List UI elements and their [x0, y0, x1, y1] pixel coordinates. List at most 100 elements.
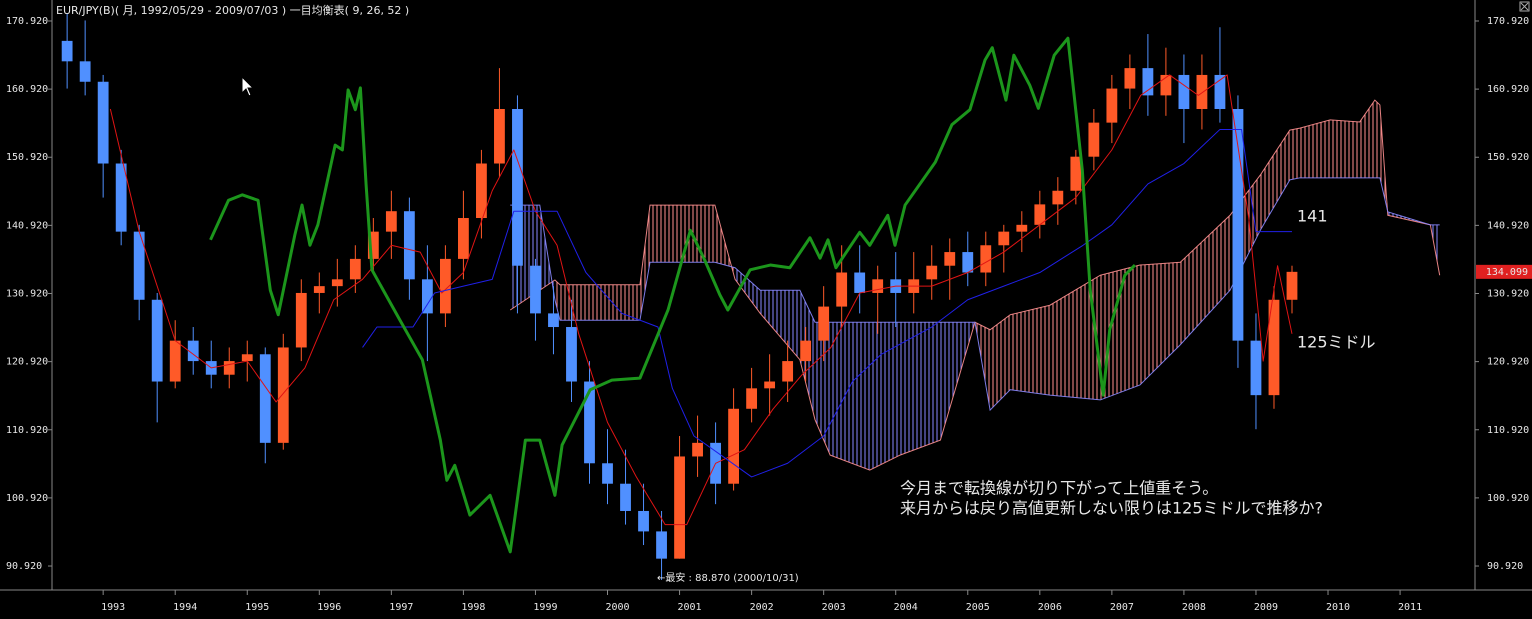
- candle-body: [1016, 224, 1028, 232]
- y-tick-label: 90.920: [6, 561, 42, 572]
- indicator-line: [362, 128, 1292, 478]
- candle-body: [818, 306, 830, 341]
- candle-body: [61, 40, 73, 62]
- candle-body: [169, 340, 181, 382]
- candle-body: [656, 531, 667, 559]
- candle-body: [277, 347, 289, 443]
- candle-body: [349, 258, 361, 280]
- low-note: ←最安 : 88.870 (2000/10/31): [657, 571, 799, 584]
- x-tick-label: 2011: [1398, 602, 1422, 613]
- cloud-segment: [554, 280, 560, 321]
- candle-body: [746, 388, 758, 409]
- price-tag-label: 134.099: [1486, 267, 1528, 278]
- candle-body: [1214, 74, 1226, 110]
- candle-body: [620, 483, 631, 511]
- x-tick-label: 2002: [750, 602, 774, 613]
- price-tag: [1476, 264, 1532, 279]
- cloud-segment: [1100, 265, 1140, 400]
- cloud-segment: [869, 322, 901, 471]
- x-tick-label: 2000: [605, 602, 629, 613]
- candle-body: [313, 286, 325, 293]
- candle-body: [872, 279, 884, 293]
- x-tick-label: 1999: [533, 602, 557, 613]
- candle-body: [115, 163, 127, 232]
- candle-body: [494, 109, 505, 164]
- candle-body: [980, 245, 992, 273]
- x-tick-label: 2009: [1254, 602, 1278, 613]
- candle-body: [403, 211, 415, 280]
- candle-body: [1142, 68, 1154, 96]
- x-tick-label: 1998: [461, 602, 485, 613]
- cloud-edge: [510, 177, 1440, 412]
- candle-body: [1286, 271, 1298, 300]
- cloud-edge: [509, 99, 1441, 471]
- candle-body: [1178, 74, 1190, 110]
- cloud-segment: [760, 290, 800, 360]
- mouse-cursor: [241, 75, 255, 97]
- x-tick-label: 1994: [173, 602, 197, 613]
- comment: 今月まで転換線が切り下がって上値重そう。: [900, 479, 1218, 498]
- x-tick-label: 2004: [894, 602, 918, 613]
- x-tick-label: 2006: [1038, 602, 1062, 613]
- candle-body: [1106, 88, 1118, 123]
- x-tick-label: 2001: [678, 602, 702, 613]
- candle-body: [1232, 109, 1244, 341]
- candle-body: [1034, 204, 1046, 225]
- x-tick-label: 2008: [1182, 602, 1206, 613]
- cloud-segment: [830, 322, 870, 471]
- x-tick-label: 1995: [245, 602, 269, 613]
- cloud-segment: [815, 322, 831, 456]
- candle-body: [421, 279, 433, 314]
- candle-body: [1196, 74, 1208, 110]
- cloud-segment: [1289, 128, 1300, 180]
- candle-body: [800, 340, 812, 362]
- close-box[interactable]: [1519, 1, 1530, 12]
- candle-body: [1124, 68, 1136, 89]
- y-tick-label-right: 100.920: [1487, 493, 1529, 504]
- y-tick-label-right: 130.920: [1487, 289, 1529, 300]
- cloud-segment: [639, 205, 651, 321]
- annotation: 141: [1297, 207, 1328, 226]
- plot-area: [61, 13, 1441, 580]
- candle-body: [638, 510, 649, 532]
- candle-body: [764, 381, 776, 389]
- y-tick-label-right: 110.920: [1487, 425, 1529, 436]
- close-icon[interactable]: [1520, 2, 1529, 11]
- candle-body: [1052, 190, 1064, 205]
- candle-body: [367, 231, 379, 259]
- cloud-segment: [1374, 100, 1380, 178]
- x-tick-label: 2005: [966, 602, 990, 613]
- candle-body: [944, 252, 956, 266]
- cloud-segment: [1260, 130, 1290, 231]
- x-tick-label: 1993: [101, 602, 125, 613]
- cloud-segment: [1180, 215, 1231, 345]
- y-tick-label: 160.920: [6, 84, 48, 95]
- candle-body: [566, 327, 577, 382]
- candle-body: [998, 231, 1010, 246]
- candle-body: [79, 61, 91, 82]
- cloud-segment: [559, 284, 601, 321]
- candle-body: [962, 252, 974, 273]
- y-tick-label-right: 150.920: [1487, 152, 1529, 163]
- y-tick-label: 150.920: [6, 152, 48, 163]
- cloud-segment: [990, 314, 1011, 411]
- candle-body: [458, 218, 469, 259]
- annotation: 125ミドル: [1297, 333, 1376, 352]
- cloud-segment: [600, 284, 640, 321]
- candle-body: [259, 354, 271, 443]
- candle-body: [1088, 122, 1100, 157]
- y-tick-label: 100.920: [6, 493, 48, 504]
- candle-body: [602, 463, 613, 484]
- candle-body: [187, 340, 199, 362]
- candle-body: [151, 299, 163, 382]
- y-tick-label-right: 160.920: [1487, 84, 1529, 95]
- indicator-line: [109, 74, 1293, 526]
- y-tick-label-right: 90.920: [1487, 561, 1523, 572]
- candle-body: [692, 442, 703, 457]
- candle-body: [133, 231, 145, 300]
- candle-body: [439, 258, 451, 314]
- indicator-line: [209, 36, 1136, 554]
- candle-body: [1070, 156, 1082, 191]
